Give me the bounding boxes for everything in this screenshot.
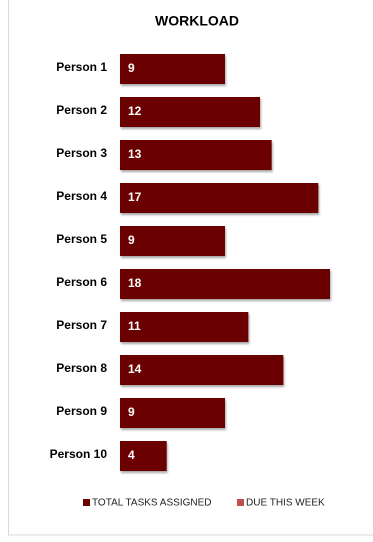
legend-label: TOTAL TASKS ASSIGNED [92,498,211,509]
y-tick-label: Person 8 [56,361,107,375]
data-label: 11 [128,319,141,333]
y-tick-label: Person 6 [56,275,107,289]
chart-title: WORKLOAD [155,13,239,29]
y-tick-label: Person 3 [56,146,107,160]
bar [120,226,225,256]
data-label: 12 [128,104,142,118]
bar [120,269,330,299]
y-tick-label: Person 7 [56,318,107,332]
data-label: 9 [128,405,135,419]
y-tick-label: Person 9 [56,404,107,418]
y-tick-label: Person 2 [56,103,107,117]
data-label: 9 [128,61,135,75]
data-label: 17 [128,190,142,204]
bar [120,441,167,471]
y-tick-label: Person 10 [50,447,108,461]
data-label: 4 [128,448,135,462]
y-tick-label: Person 1 [56,60,107,74]
legend-swatch [83,499,90,506]
data-label: 14 [128,362,142,376]
data-label: 9 [128,233,135,247]
legend-swatch [237,499,244,506]
bar [120,355,283,385]
y-tick-label: Person 5 [56,232,107,246]
bar [120,398,225,428]
data-label: 13 [128,147,142,161]
bar [120,54,225,84]
bar [120,183,318,213]
legend-label: DUE THIS WEEK [246,498,325,509]
y-tick-label: Person 4 [56,189,107,203]
bar [120,140,272,170]
data-label: 18 [128,276,142,290]
